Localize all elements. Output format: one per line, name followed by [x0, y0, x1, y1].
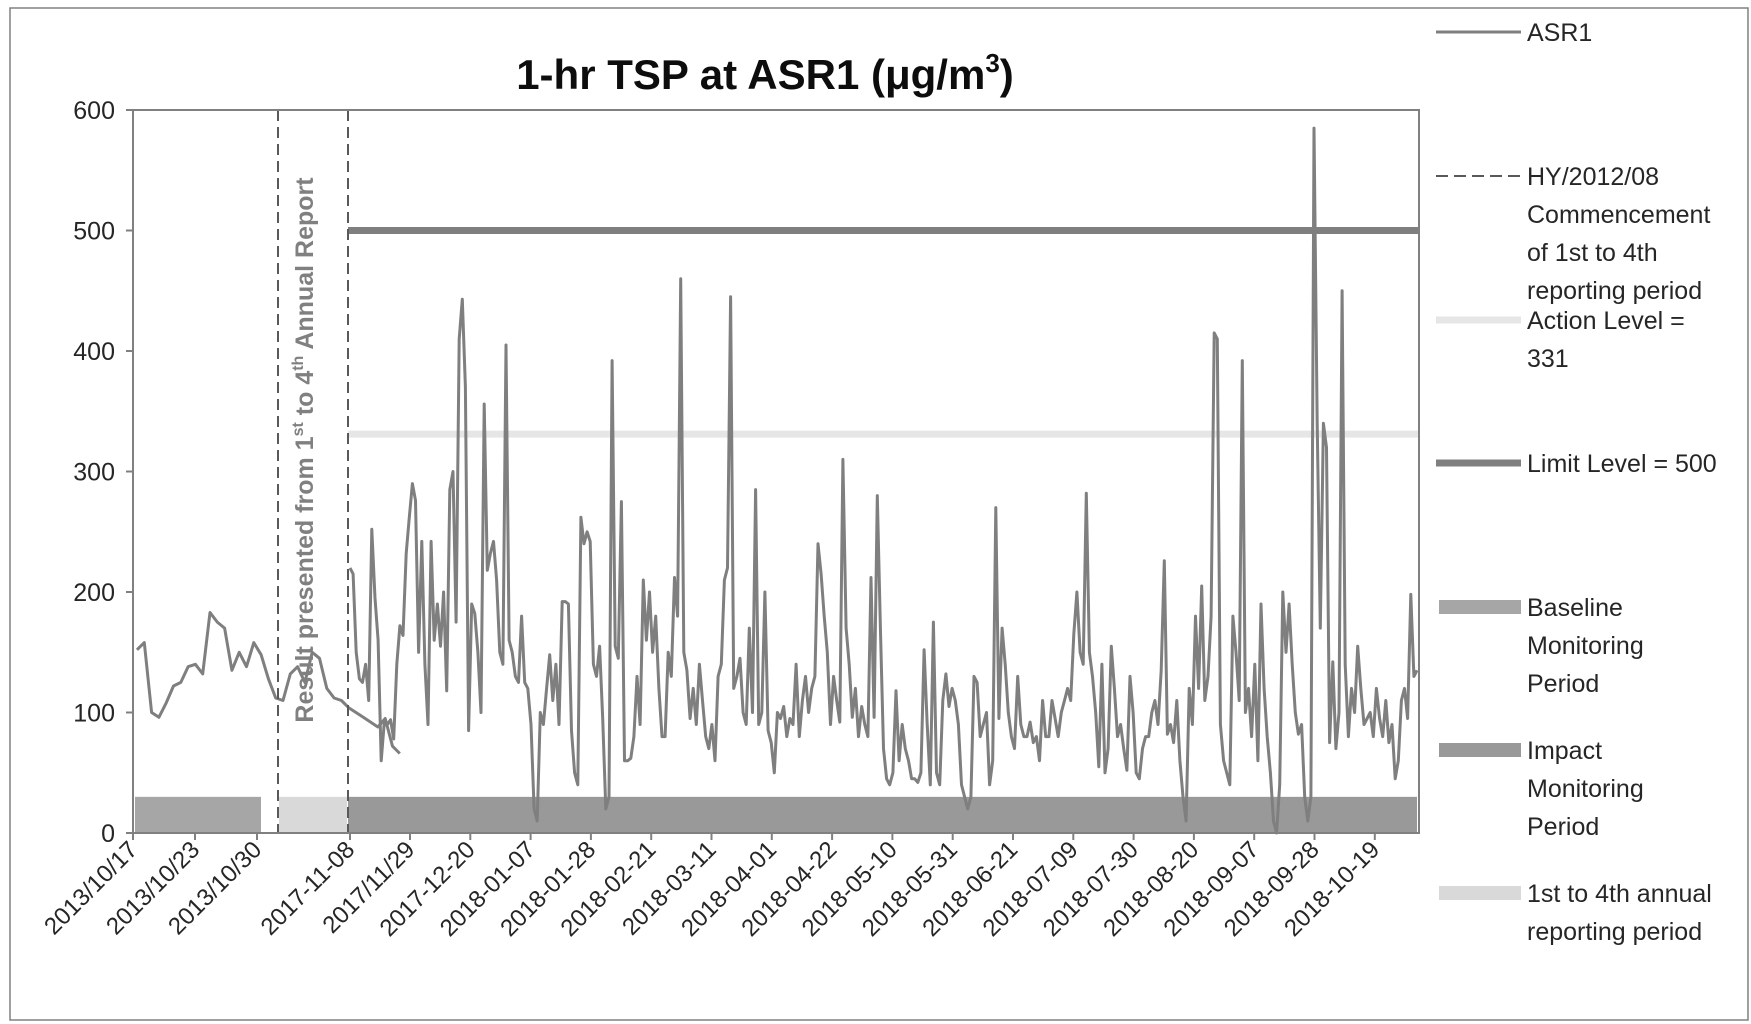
impact-period-band [348, 796, 1417, 833]
legend-label: Period [1527, 670, 1599, 698]
legend-label: 331 [1527, 345, 1569, 373]
legend-label: Period [1527, 813, 1599, 841]
period-bands [135, 796, 1417, 833]
y-tick-label: 500 [73, 218, 115, 246]
legend-label: 1st to 4th annual [1527, 880, 1712, 908]
legend-label: of 1st to 4th [1527, 239, 1658, 267]
legend-label: Baseline [1527, 594, 1623, 622]
legend-swatch [1439, 886, 1521, 900]
legend-label: Monitoring [1527, 632, 1644, 660]
y-axis: 0 100 200 300 400 500 600 [73, 97, 133, 848]
asr1-baseline-line [135, 611, 401, 755]
y-tick-label: 200 [73, 579, 115, 607]
y-tick-label: 0 [101, 820, 115, 848]
legend-label: Limit Level = 500 [1527, 450, 1717, 478]
reporting-period-band [279, 796, 347, 833]
legend-swatch [1439, 600, 1521, 614]
plot-border [132, 109, 1420, 834]
legend: ASR1 HY/2012/08 Commencement of 1st to 4th r… [1436, 19, 1717, 946]
asr1-impact-line [348, 126, 1419, 835]
y-tick-label: 600 [73, 97, 115, 125]
legend-swatch [1439, 743, 1521, 757]
legend-label: Impact [1527, 737, 1602, 765]
legend-label: Commencement [1527, 201, 1710, 229]
legend-label: reporting period [1527, 277, 1702, 305]
asr1-series [135, 126, 1419, 835]
legend-label: Monitoring [1527, 775, 1644, 803]
legend-label: ASR1 [1527, 19, 1592, 47]
reporting-period-annotation: Result presented from 1st to 4th Annual … [290, 177, 319, 723]
y-tick-label: 100 [73, 700, 115, 728]
legend-label: HY/2012/08 [1527, 163, 1659, 191]
legend-label: Action Level = [1527, 307, 1685, 335]
reporting-period-markers [277, 110, 349, 833]
y-tick-label: 400 [73, 338, 115, 366]
baseline-period-band [135, 796, 261, 833]
chart-title: 1-hr TSP at ASR1 (μg/m3) [516, 48, 1014, 98]
y-tick-label: 300 [73, 459, 115, 487]
legend-label: reporting period [1527, 918, 1702, 946]
